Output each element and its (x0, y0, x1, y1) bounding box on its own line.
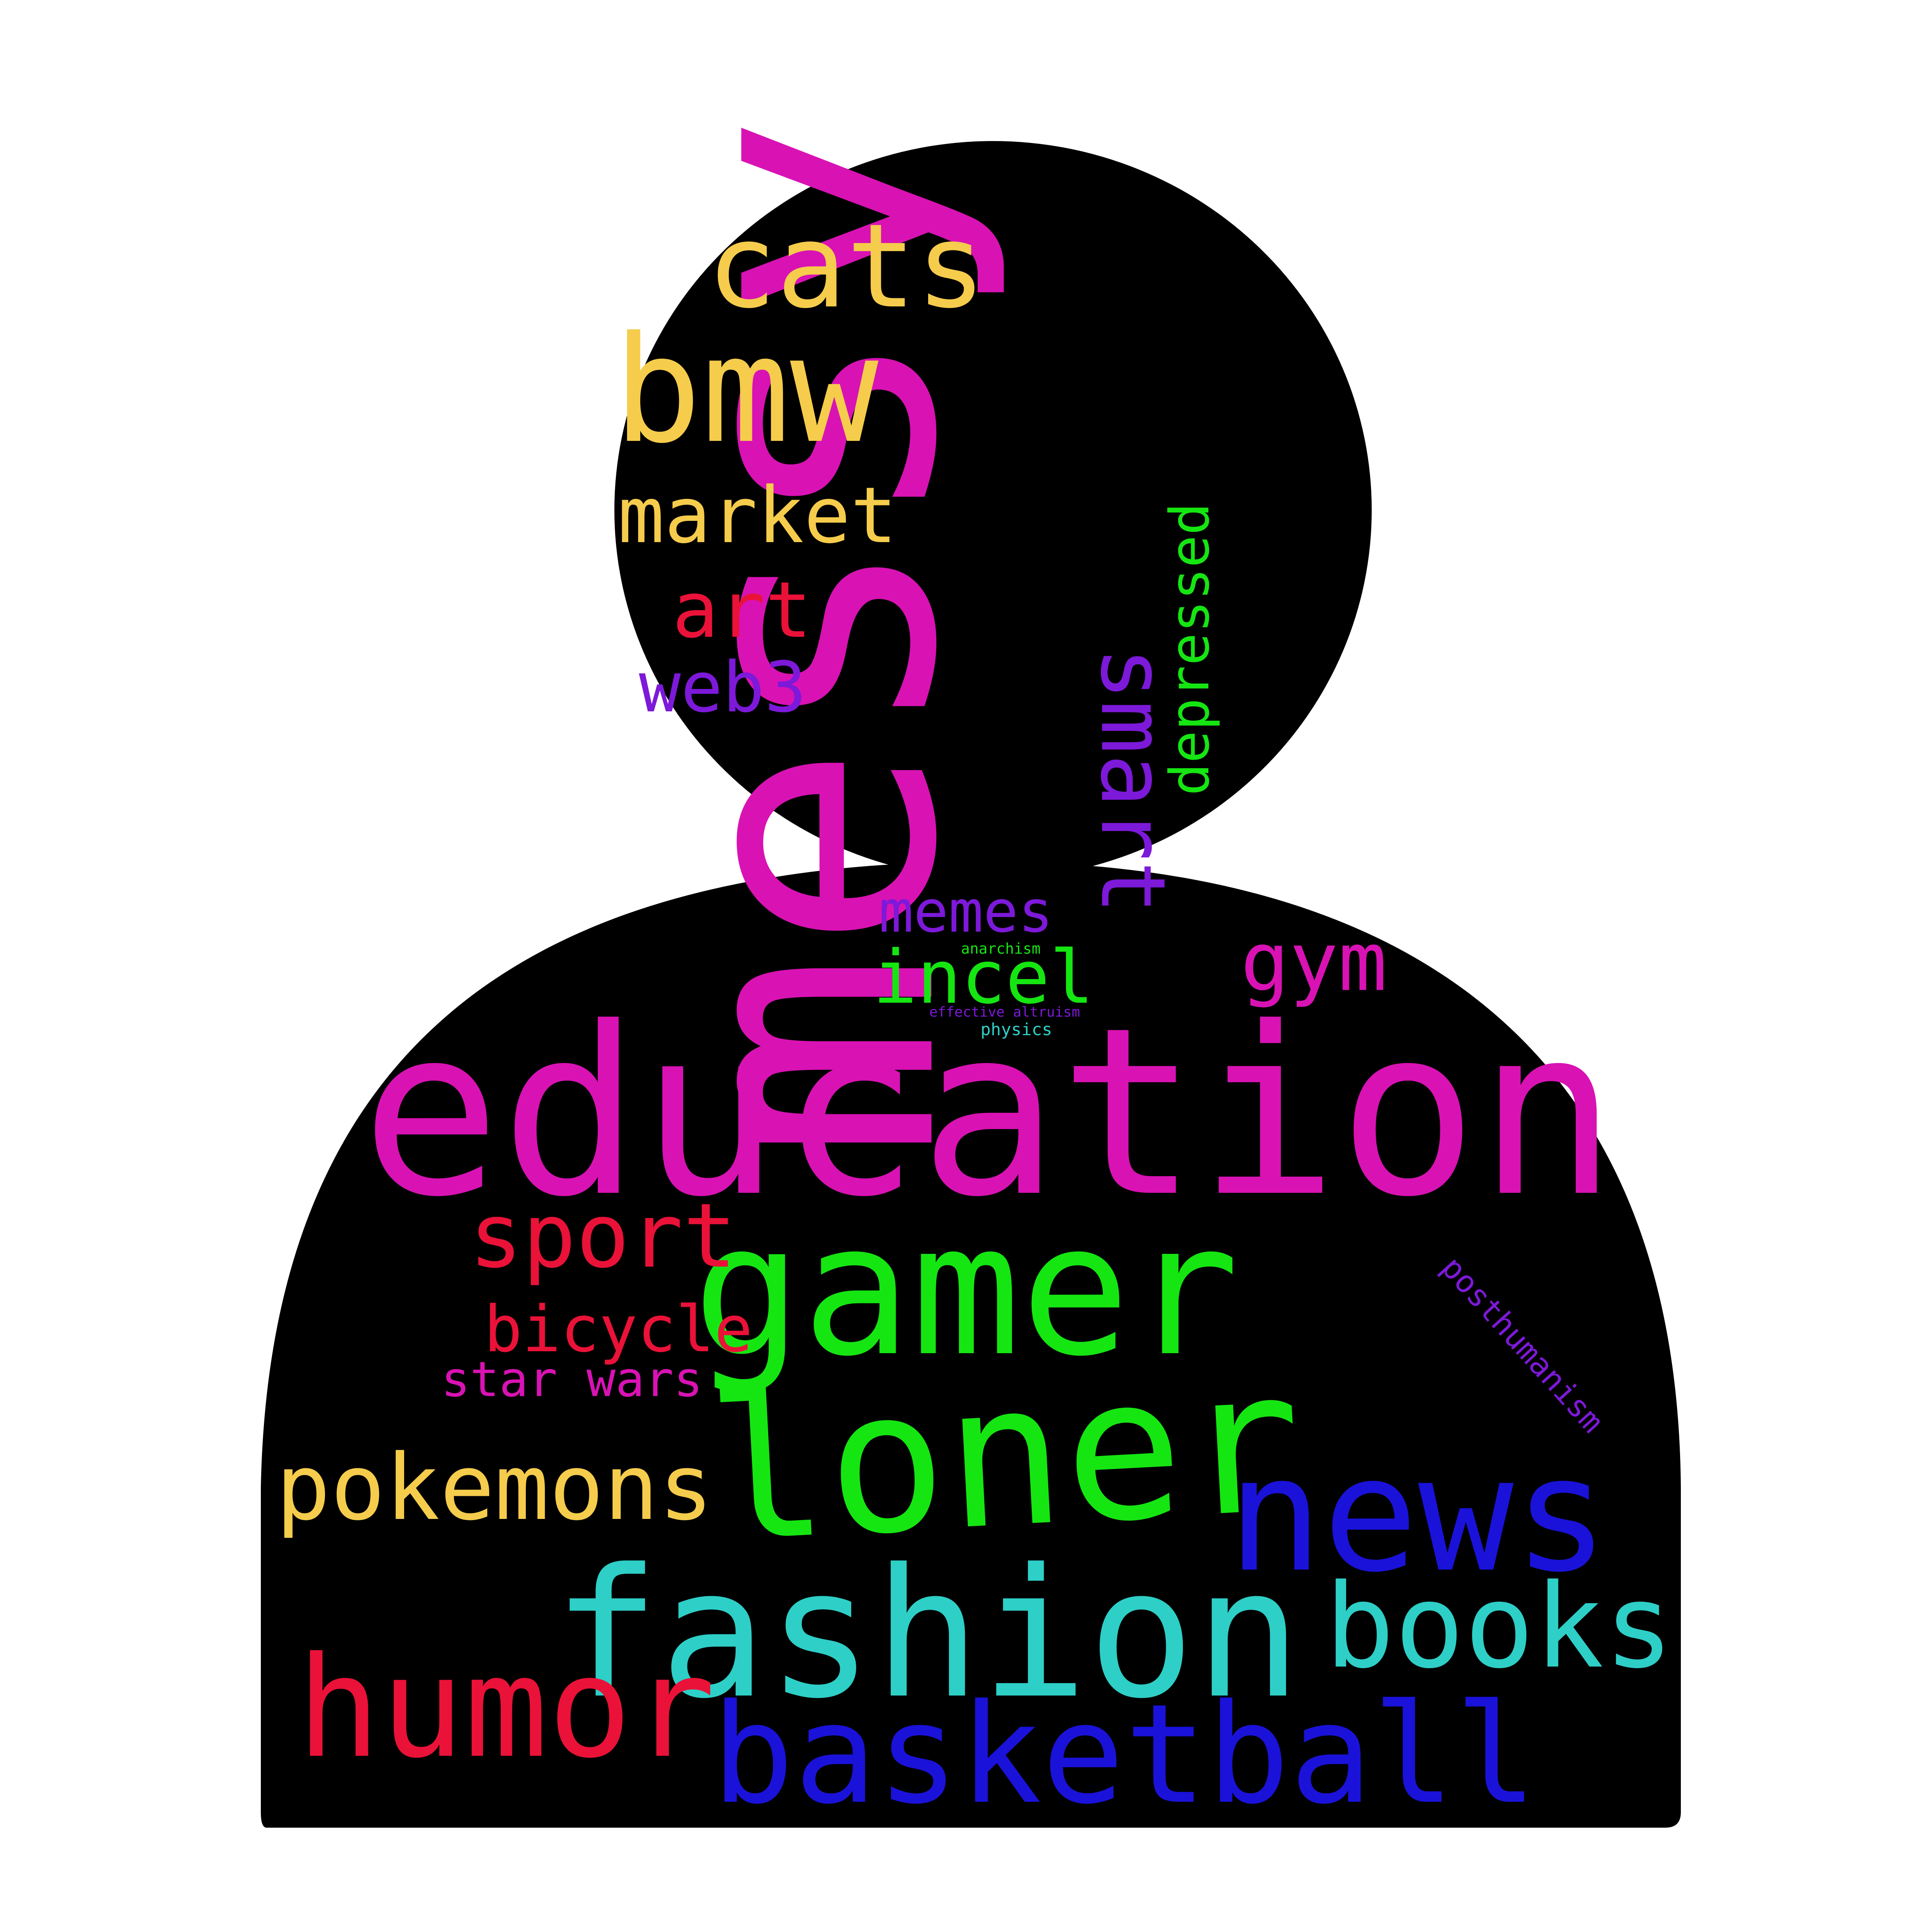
word-bmw: bmw (613, 304, 879, 476)
word-memes: memes (879, 878, 1053, 946)
word-art: art (672, 565, 812, 655)
word-books: books (1325, 1559, 1674, 1694)
word-humor: humor (297, 1627, 716, 1789)
word-anarchism: anarchism (961, 940, 1041, 957)
word-star-wars: star wars (441, 1351, 703, 1408)
person-head-shape (614, 141, 1372, 879)
word-news: news (1227, 1422, 1609, 1607)
word-depressed: depressed (1158, 502, 1221, 796)
word-effective-altruism: effective altruism (929, 1004, 1080, 1020)
word-bicycle: bicycle (484, 1292, 753, 1366)
word-fashion: fashion (553, 1531, 1302, 1738)
word-cats: cats (707, 199, 986, 334)
word-basketball: basketball (711, 1674, 1537, 1834)
word-sport: sport (469, 1185, 737, 1288)
word-web3: web3 (639, 647, 806, 728)
word-incel: incel (873, 935, 1094, 1020)
word-pokemons: pokemons (276, 1435, 713, 1541)
word-gym: gym (1240, 915, 1387, 1009)
word-education: education (361, 978, 1617, 1248)
person-body-shape (261, 862, 1681, 1828)
word-market: market (618, 471, 897, 561)
word-gamer: gamer (692, 1185, 1240, 1396)
word-physics: physics (980, 1020, 1052, 1039)
